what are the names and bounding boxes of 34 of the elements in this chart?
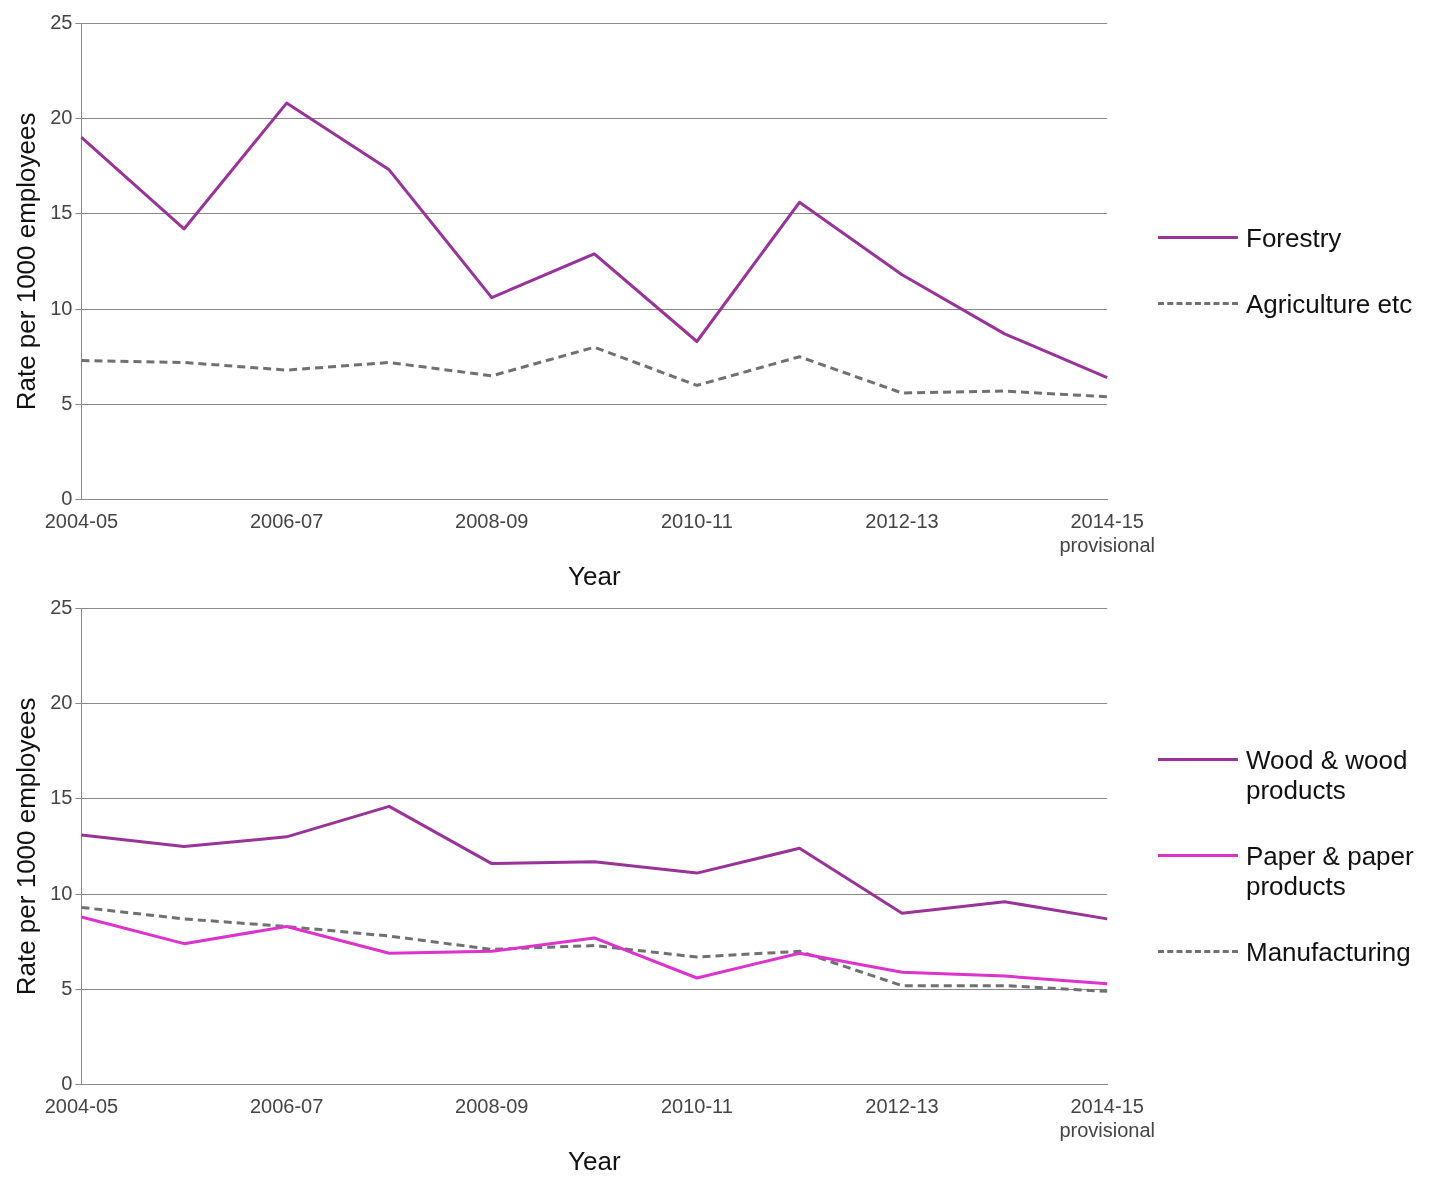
y-tick-label: 10 — [50, 881, 73, 904]
y-tick-label: 15 — [50, 201, 73, 224]
y-axis-title: Rate per 1000 employees — [10, 112, 41, 411]
line-series — [79, 345, 1109, 399]
y-tick-label: 20 — [50, 105, 73, 128]
legend-label: Wood & wood products — [1246, 744, 1409, 805]
y-tick-label: 25 — [50, 10, 73, 33]
x-tick-label: 2010-11 — [660, 510, 733, 533]
x-tick-label: 2004-05 — [44, 1095, 119, 1118]
x-tick-label: 2014-15 provisional — [1059, 1095, 1155, 1142]
x-tick-label: 2008-09 — [455, 1095, 529, 1118]
y-axis-title: Rate per 1000 employees — [10, 697, 41, 996]
legend-label: Manufacturing — [1246, 936, 1411, 967]
y-tick-label: 10 — [50, 296, 73, 319]
legend-label: Paper & paper products — [1246, 840, 1415, 901]
x-tick-label: 2010-11 — [660, 1095, 733, 1118]
x-axis-title: Year — [568, 560, 621, 591]
legend-label: Agriculture etc — [1246, 288, 1413, 319]
y-tick-label: 0 — [61, 487, 73, 510]
x-tick-label: 2012-13 — [865, 1095, 939, 1118]
x-tick-label: 2008-09 — [455, 510, 529, 533]
x-tick-label: 2006-07 — [249, 1095, 324, 1118]
x-tick-label: 2004-05 — [44, 510, 119, 533]
y-tick-label: 25 — [50, 595, 73, 618]
x-tick-label: 2006-07 — [249, 510, 324, 533]
x-axis-title: Year — [568, 1145, 621, 1176]
y-tick-label: 15 — [50, 786, 73, 809]
y-tick-label: 0 — [61, 1072, 73, 1095]
legend-label: Forestry — [1246, 222, 1342, 253]
x-tick-label: 2012-13 — [865, 510, 939, 533]
y-tick-label: 20 — [50, 690, 73, 713]
y-tick-label: 5 — [61, 976, 73, 999]
y-tick-label: 5 — [61, 391, 73, 414]
x-tick-label: 2014-15 provisional — [1059, 510, 1155, 557]
